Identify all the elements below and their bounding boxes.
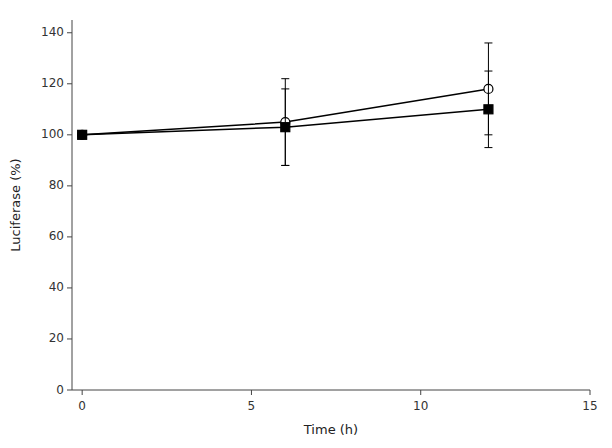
y-tick-label: 20 — [49, 331, 64, 345]
chart: 0 20 40 60 80 100 120 140 0 5 10 15 Time (h) Lucifera… — [0, 0, 612, 448]
error-bar — [281, 79, 289, 166]
point — [281, 123, 290, 132]
x-tick — [82, 390, 83, 395]
point — [78, 130, 87, 139]
y-tick — [67, 236, 72, 237]
y-tick — [67, 134, 72, 135]
y-tick-label: 120 — [41, 76, 64, 90]
point — [484, 105, 493, 114]
x-tick-label: 15 — [582, 399, 597, 413]
y-axis-label: Luciferase (%) — [8, 158, 23, 251]
y-tick-label: 140 — [41, 25, 64, 39]
y-tick — [67, 185, 72, 186]
x-axis-line — [72, 390, 590, 391]
y-axis-line — [72, 20, 73, 390]
x-tick — [590, 390, 591, 395]
error-bar — [484, 71, 492, 148]
y-tick — [67, 287, 72, 288]
x-tick-label: 5 — [248, 399, 256, 413]
error-bar — [281, 89, 289, 166]
y-tick-label: 60 — [49, 229, 64, 243]
y-tick-label: 100 — [41, 127, 64, 141]
x-tick-label: 10 — [413, 399, 428, 413]
x-tick — [420, 390, 421, 395]
y-tick — [67, 83, 72, 84]
series — [78, 71, 493, 165]
x-axis-label: Time (h) — [303, 422, 358, 437]
x-tick-label: 0 — [78, 399, 86, 413]
y-tick — [67, 338, 72, 339]
y-tick-label: 80 — [49, 178, 64, 192]
plot-area — [78, 43, 493, 165]
y-tick — [67, 390, 72, 391]
y-tick-label: 0 — [56, 383, 64, 397]
x-tick — [251, 390, 252, 395]
y-tick-label: 40 — [49, 280, 64, 294]
series — [78, 43, 493, 165]
point — [78, 130, 87, 139]
y-tick — [67, 32, 72, 33]
